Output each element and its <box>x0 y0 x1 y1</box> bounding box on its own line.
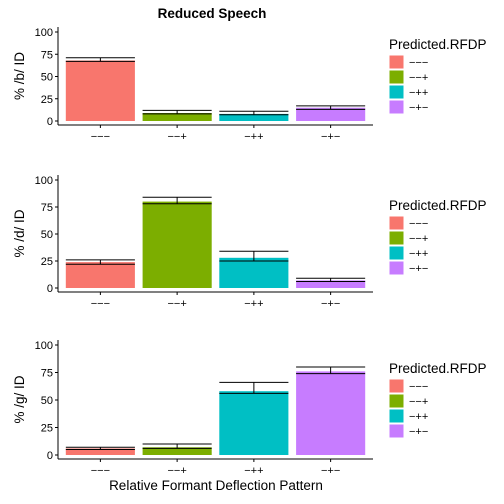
y-tick-label: 100 <box>35 175 53 187</box>
y-tick-label: 0 <box>47 450 53 462</box>
x-tick-label: −−+ <box>167 465 186 477</box>
y-tick-label: 100 <box>35 27 53 39</box>
legend-key <box>388 245 405 261</box>
legend-key <box>388 230 405 246</box>
panel-2: −−− −−+ −++ −+− 0 25 50 75 100 % /d/ ID Predicted.… <box>12 175 487 310</box>
legend-label: −++ <box>409 411 428 423</box>
y-tick-label: 75 <box>41 368 53 380</box>
legend-key <box>388 260 405 276</box>
x-tick-label: −++ <box>244 131 263 143</box>
y-tick-label: 25 <box>41 256 53 268</box>
chart-panels: −−− −−+ −++ −+− 0 25 50 75 100 % /b/ ID Predicted.… <box>12 27 487 477</box>
y-tick-label: 0 <box>47 116 53 128</box>
legend-label: −−+ <box>409 233 428 245</box>
x-tick-label: −−+ <box>167 131 186 143</box>
legend-title: Predicted.RFDP <box>389 37 487 52</box>
bar <box>296 371 366 455</box>
legend-label: −−− <box>409 381 428 393</box>
x-tick-label: −+− <box>321 131 340 143</box>
y-tick-label: 75 <box>41 49 53 61</box>
legend-title: Predicted.RFDP <box>389 198 487 213</box>
x-tick-label: −−− <box>91 131 110 143</box>
y-axis-label: % /b/ ID <box>12 52 27 100</box>
chart-title: Reduced Speech <box>158 6 267 21</box>
y-tick-label: 0 <box>47 283 53 295</box>
legend-key <box>388 408 405 424</box>
x-tick-label: −−− <box>91 298 110 310</box>
panel-3: −−− −−+ −++ −+− 0 25 50 75 100 % /g/ ID Predicted.… <box>12 340 487 477</box>
legend-label: −++ <box>409 87 428 99</box>
legend-title: Predicted.RFDP <box>389 361 487 376</box>
legend-label: −+− <box>409 426 428 438</box>
x-tick-label: −++ <box>244 465 263 477</box>
legend-label: −−+ <box>409 72 428 84</box>
legend: Predicted.RFDP −−− −−+ −++ −+− <box>388 37 487 115</box>
bar <box>219 257 289 288</box>
legend: Predicted.RFDP −−− −−+ −++ −+− <box>388 361 487 439</box>
bar <box>65 448 135 455</box>
x-axis-label: Relative Formant Deflection Pattern <box>109 478 323 493</box>
bar <box>219 391 289 455</box>
legend-key <box>388 393 405 409</box>
legend-key <box>388 84 405 100</box>
panel-1: −−− −−+ −++ −+− 0 25 50 75 100 % /b/ ID Predicted.… <box>12 27 487 143</box>
y-tick-label: 50 <box>41 72 53 84</box>
bar <box>142 201 212 288</box>
legend-label: −+− <box>409 263 428 275</box>
legend-key <box>388 423 405 439</box>
bar <box>296 107 366 121</box>
y-tick-label: 100 <box>35 340 53 352</box>
bar <box>65 60 135 121</box>
y-tick-label: 75 <box>41 202 53 214</box>
legend-label: −−− <box>409 218 428 230</box>
legend-label: −−− <box>409 57 428 69</box>
y-tick-label: 50 <box>41 395 53 407</box>
legend-key <box>388 99 405 115</box>
y-tick-label: 25 <box>41 94 53 106</box>
x-tick-label: −+− <box>321 298 340 310</box>
x-tick-label: −+− <box>321 465 340 477</box>
legend: Predicted.RFDP −−− −−+ −++ −+− <box>388 198 487 276</box>
x-tick-label: −++ <box>244 298 263 310</box>
bar <box>142 447 212 455</box>
bar <box>65 262 135 288</box>
y-axis-label: % /d/ ID <box>12 209 27 257</box>
legend-label: −+− <box>409 102 428 114</box>
y-axis-label: % /g/ ID <box>12 375 27 423</box>
legend-key <box>388 69 405 85</box>
legend-key <box>388 378 405 394</box>
legend-label: −++ <box>409 248 428 260</box>
x-tick-label: −−− <box>91 465 110 477</box>
bar <box>296 280 366 288</box>
legend-label: −−+ <box>409 396 428 408</box>
y-tick-label: 50 <box>41 229 53 241</box>
legend-key <box>388 54 405 70</box>
y-tick-label: 25 <box>41 423 53 435</box>
x-tick-label: −−+ <box>167 298 186 310</box>
bar <box>142 113 212 121</box>
legend-key <box>388 215 405 231</box>
bar <box>219 113 289 121</box>
